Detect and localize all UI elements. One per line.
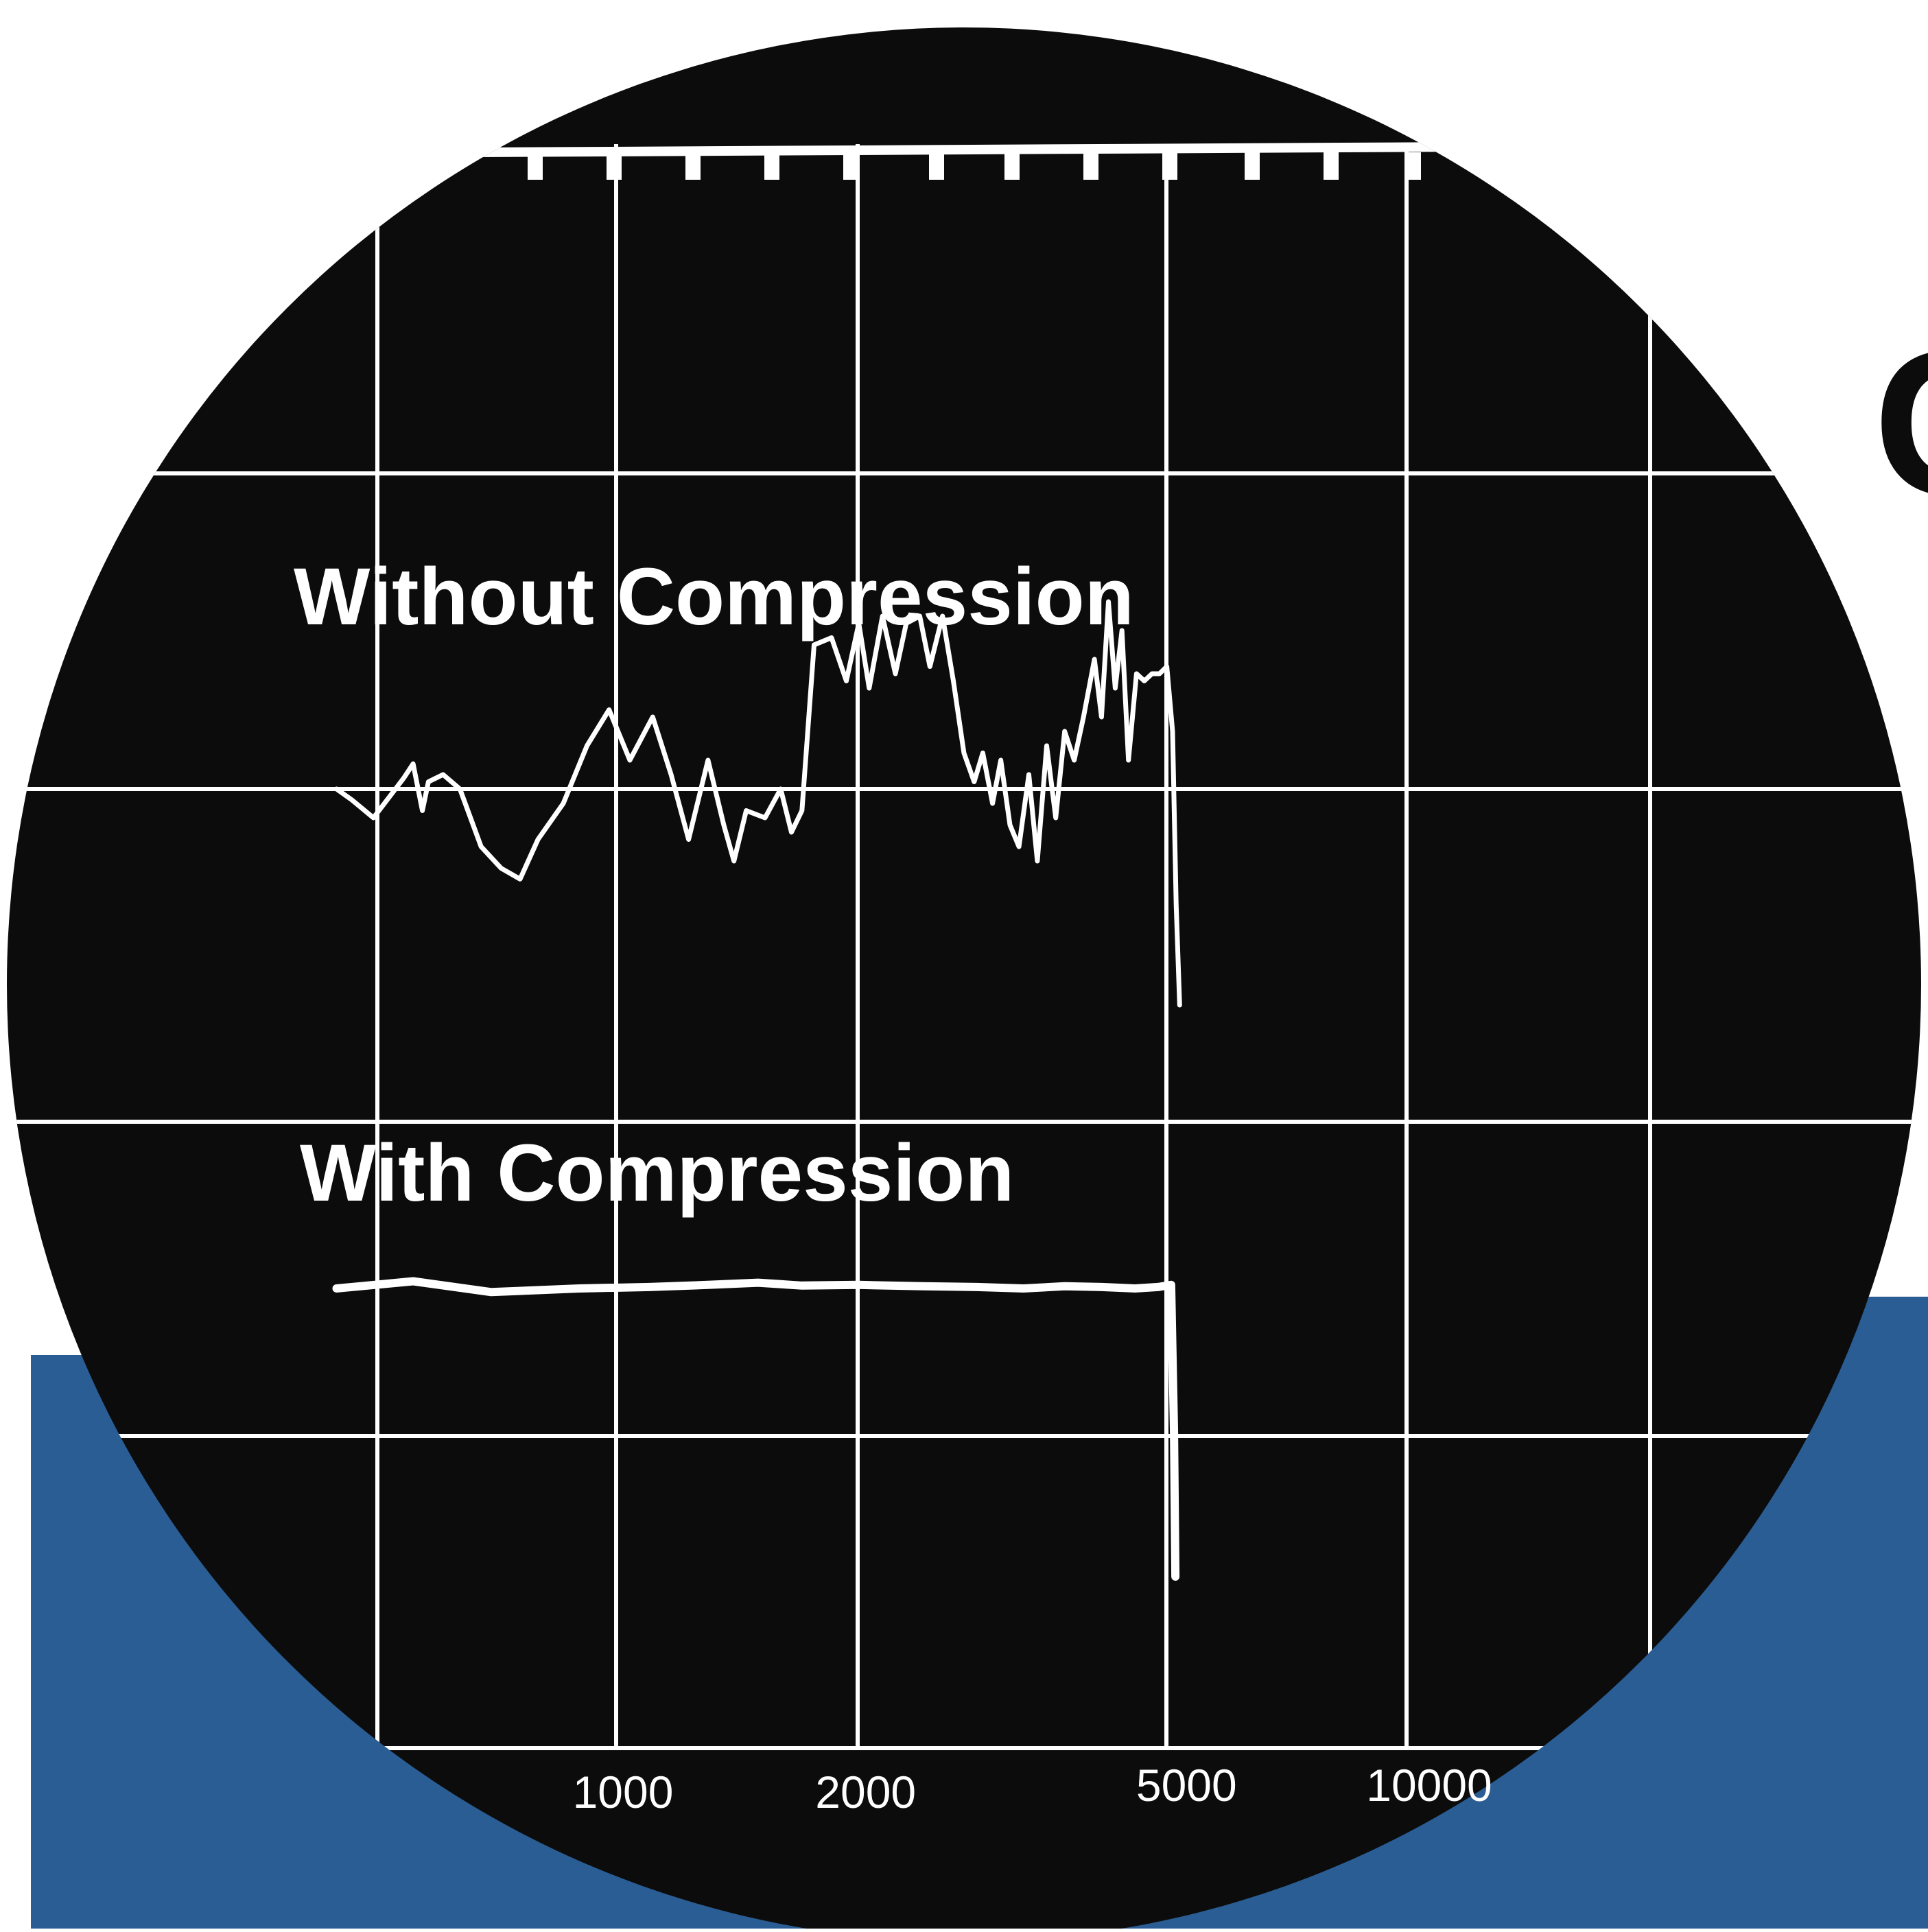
x-tick-label: 2000 bbox=[815, 1767, 916, 1817]
marker-notch-8 bbox=[1083, 152, 1098, 180]
x-tick-labels: 1000 2000 5000 10000 bbox=[573, 1760, 1492, 1817]
marker-notch-2 bbox=[607, 152, 622, 180]
marker-notch-7 bbox=[1004, 152, 1020, 180]
x-tick-label: 1000 bbox=[573, 1767, 674, 1817]
marker-notch-3 bbox=[685, 152, 701, 180]
marker-notch-11 bbox=[1324, 152, 1339, 180]
marker-notch-12 bbox=[1406, 152, 1421, 180]
label-with-compression: With Compression bbox=[300, 1128, 1014, 1218]
traces bbox=[332, 599, 1182, 1581]
marker-notch-9 bbox=[1162, 152, 1177, 180]
trace-without-compression bbox=[334, 599, 1182, 1008]
oscilloscope-screen bbox=[7, 27, 1921, 1932]
x-tick-label: 10000 bbox=[1366, 1760, 1492, 1811]
marker-notch-6 bbox=[929, 152, 944, 180]
marker-notch-10 bbox=[1245, 152, 1260, 180]
marker-notch-5 bbox=[843, 152, 858, 180]
marker-notch-4 bbox=[764, 152, 779, 180]
partial-glyph: C bbox=[1873, 307, 1928, 538]
frequency-marker-bar bbox=[480, 142, 1469, 157]
trace-with-compression bbox=[332, 1277, 1180, 1581]
x-tick-label: 5000 bbox=[1136, 1760, 1237, 1811]
label-without-compression: Without Compression bbox=[294, 552, 1134, 642]
marker-notch-1 bbox=[528, 152, 543, 180]
